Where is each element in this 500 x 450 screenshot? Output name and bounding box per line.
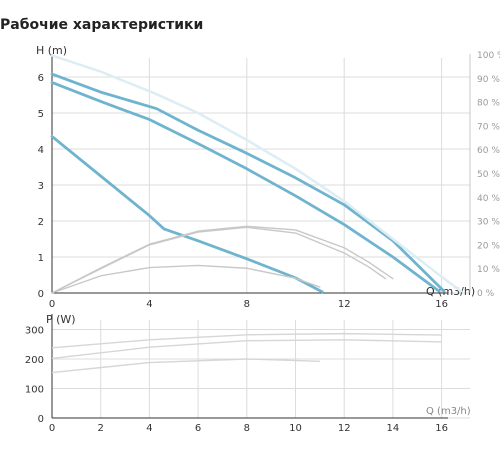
series-line-pump-faint-3 — [50, 54, 463, 293]
right-tick-label: 30 % — [477, 218, 500, 228]
series-line-efficiency-5 — [51, 226, 387, 294]
y-tick-label: 200 — [25, 355, 44, 366]
power-series-line-1 — [51, 339, 442, 360]
x-tick-label: 14 — [387, 423, 400, 434]
x-tick-label: 6 — [195, 423, 201, 434]
x-axis-label: Q (m3/h) — [426, 285, 475, 298]
series-line-pump-strong-0 — [50, 72, 446, 293]
series-line-efficiency-4 — [51, 225, 394, 294]
power-chart-series — [51, 332, 442, 374]
y-axis-label: P (W) — [46, 313, 76, 326]
x-axis-label: Q (m3/h) — [426, 406, 471, 417]
x-tick-label: 12 — [338, 299, 351, 310]
series-line-pump-strong-2 — [50, 134, 324, 294]
right-tick-label: 60 % — [477, 146, 500, 156]
x-tick-label: 0 — [49, 423, 55, 434]
right-tick-label: 50 % — [477, 170, 500, 180]
chart-title: Рабочие характеристики — [0, 17, 204, 33]
power-chart-axes: P (W) Q (m3/h) 0 100 200 300 0 2 4 6 8 10 12 14 16 — [25, 313, 471, 434]
x-tick-label: 0 — [49, 299, 55, 310]
head-chart-series — [50, 54, 463, 294]
x-tick-label: 4 — [146, 423, 152, 434]
y-axis-label: H (m) — [36, 44, 67, 57]
y-tick-label: 4 — [38, 145, 44, 156]
right-tick-label: 40 % — [477, 194, 500, 204]
x-tick-label: 16 — [435, 299, 448, 310]
right-tick-label: 0 % — [477, 289, 495, 299]
right-tick-label: 100 % — [477, 51, 500, 61]
right-tick-label: 10 % — [477, 265, 500, 275]
y-tick-label: 0 — [38, 289, 44, 300]
y-tick-label: 0 — [38, 414, 44, 425]
x-tick-label: 16 — [435, 423, 448, 434]
right-tick-label: 70 % — [477, 122, 500, 132]
series-line-efficiency-6 — [51, 264, 321, 294]
right-tick-label: 80 % — [477, 99, 500, 109]
y-tick-label: 300 — [25, 326, 44, 337]
power-series-line-2 — [51, 358, 320, 374]
y-tick-label: 3 — [38, 181, 44, 192]
y-tick-label: 1 — [38, 253, 44, 264]
x-tick-label: 4 — [146, 299, 152, 310]
y-tick-label: 100 — [25, 385, 44, 396]
y-tick-label: 6 — [38, 73, 44, 84]
x-tick-label: 10 — [289, 423, 302, 434]
power-series-line-0 — [51, 332, 442, 349]
x-tick-label: 8 — [244, 299, 250, 310]
right-tick-label: 90 % — [477, 75, 500, 85]
y-tick-label: 2 — [38, 217, 44, 228]
right-tick-label: 20 % — [477, 241, 500, 251]
x-tick-label: 8 — [244, 423, 250, 434]
x-tick-label: 2 — [98, 423, 104, 434]
y-tick-label: 5 — [38, 109, 44, 120]
series-line-pump-strong-1 — [50, 81, 441, 293]
x-tick-label: 12 — [338, 423, 351, 434]
